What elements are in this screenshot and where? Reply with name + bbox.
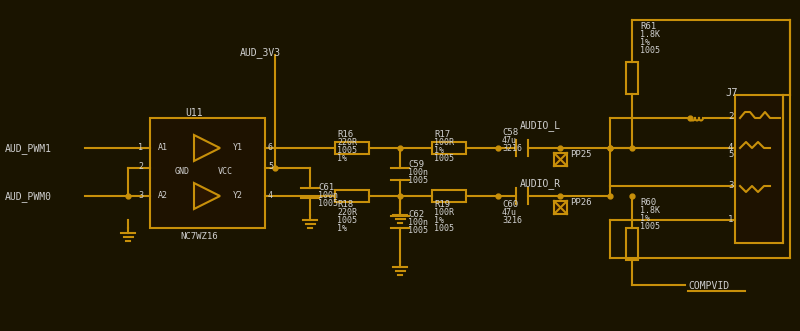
Bar — [432, 190, 466, 202]
Text: 3216: 3216 — [502, 216, 522, 225]
Text: 100R: 100R — [434, 208, 454, 217]
Bar — [554, 201, 567, 214]
Text: 100n: 100n — [318, 191, 338, 200]
Text: 1005: 1005 — [337, 216, 357, 225]
Text: 1005: 1005 — [337, 146, 357, 155]
Text: 3: 3 — [728, 181, 734, 190]
Text: C61: C61 — [318, 183, 334, 192]
Bar — [626, 62, 638, 94]
Text: 2: 2 — [138, 162, 143, 171]
Text: C59: C59 — [408, 160, 424, 169]
Text: 6: 6 — [268, 143, 273, 152]
Bar — [626, 228, 638, 260]
Text: 2: 2 — [728, 112, 734, 121]
Polygon shape — [194, 135, 220, 161]
Text: 1%: 1% — [337, 224, 347, 233]
Text: C60: C60 — [502, 200, 518, 209]
Text: 1: 1 — [138, 143, 143, 152]
Text: 1%: 1% — [434, 146, 444, 155]
Text: NC7WZ16: NC7WZ16 — [180, 232, 218, 241]
Text: 220R: 220R — [337, 208, 357, 217]
Text: 1.8K: 1.8K — [640, 206, 660, 215]
Text: 1: 1 — [728, 215, 734, 224]
Text: 1005: 1005 — [434, 154, 454, 163]
Text: R19: R19 — [434, 200, 450, 209]
Text: 4: 4 — [728, 143, 734, 152]
Text: 1005: 1005 — [640, 46, 660, 55]
Bar — [432, 142, 466, 154]
Polygon shape — [194, 183, 220, 209]
Text: AUDIO_R: AUDIO_R — [520, 178, 561, 189]
Text: VCC: VCC — [218, 167, 233, 176]
Text: 1005: 1005 — [408, 176, 428, 185]
Text: 1005: 1005 — [640, 222, 660, 231]
Text: GND: GND — [175, 167, 190, 176]
Text: R18: R18 — [337, 200, 353, 209]
Text: COMPVID: COMPVID — [688, 281, 729, 291]
Text: 100R: 100R — [434, 138, 454, 147]
Bar — [335, 190, 369, 202]
Text: AUDIO_L: AUDIO_L — [520, 120, 561, 131]
Text: PP26: PP26 — [570, 198, 591, 207]
Text: A2: A2 — [158, 191, 168, 200]
Text: R17: R17 — [434, 130, 450, 139]
Text: Y2: Y2 — [233, 191, 243, 200]
Text: 3216: 3216 — [502, 144, 522, 153]
Text: AUD_3V3: AUD_3V3 — [240, 47, 281, 58]
Text: 47u: 47u — [502, 208, 517, 217]
Text: 1%: 1% — [640, 214, 650, 223]
Text: 5: 5 — [728, 150, 734, 159]
Text: 1005: 1005 — [318, 199, 338, 208]
Text: 1.8K: 1.8K — [640, 30, 660, 39]
Bar — [735, 95, 783, 243]
Text: 100n: 100n — [408, 168, 428, 177]
Text: C58: C58 — [502, 128, 518, 137]
Text: 3: 3 — [138, 191, 143, 200]
Text: PP25: PP25 — [570, 150, 591, 159]
Text: AUD_PWM0: AUD_PWM0 — [5, 191, 52, 202]
Text: 220R: 220R — [337, 138, 357, 147]
Text: 47u: 47u — [502, 136, 517, 145]
Text: C62: C62 — [408, 210, 424, 219]
Text: 1%: 1% — [434, 216, 444, 225]
Bar — [554, 153, 567, 166]
Text: 1%: 1% — [640, 38, 650, 47]
Text: R61: R61 — [640, 22, 656, 31]
Text: U11: U11 — [185, 108, 202, 118]
Text: AUD_PWM1: AUD_PWM1 — [5, 143, 52, 154]
Text: 100n: 100n — [408, 218, 428, 227]
Text: 1005: 1005 — [434, 224, 454, 233]
Text: Y1: Y1 — [233, 143, 243, 152]
Text: J7: J7 — [725, 88, 738, 98]
Text: 1005: 1005 — [408, 226, 428, 235]
Text: R60: R60 — [640, 198, 656, 207]
Text: A1: A1 — [158, 143, 168, 152]
Text: 1%: 1% — [337, 154, 347, 163]
Text: 4: 4 — [268, 191, 273, 200]
Bar — [335, 142, 369, 154]
Text: R16: R16 — [337, 130, 353, 139]
Text: 5: 5 — [268, 162, 273, 171]
Bar — [150, 118, 265, 228]
